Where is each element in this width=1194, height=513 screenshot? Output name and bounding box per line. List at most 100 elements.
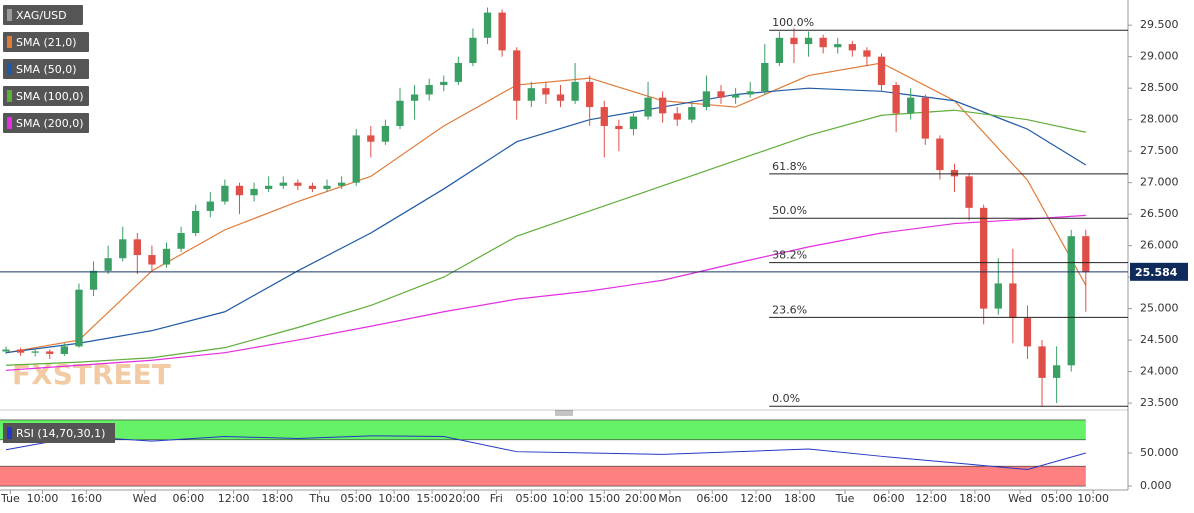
candle-body: [425, 85, 433, 95]
candle-body: [235, 185, 244, 196]
candle-body: [586, 81, 594, 108]
sma-line: [5, 87, 1087, 354]
candle-body: [75, 289, 83, 347]
candle-body: [1052, 365, 1061, 378]
x-tick-label: 15:00: [588, 492, 620, 505]
candle-body: [527, 88, 535, 101]
candle-body: [980, 207, 988, 309]
candle-body: [440, 81, 448, 86]
candle-body: [804, 37, 813, 45]
legend-box: [3, 32, 89, 52]
candle-body: [921, 97, 929, 139]
x-tick-label: 10:00: [552, 492, 584, 505]
candle-body: [892, 85, 900, 114]
candle-body: [250, 188, 258, 196]
rsi-band: [0, 466, 1086, 487]
candle-body: [746, 91, 754, 95]
x-tick-label: 10:00: [1077, 492, 1109, 505]
legend-swatch: [7, 90, 12, 102]
x-tick-label: 06:00: [696, 492, 728, 505]
candle-body: [688, 107, 696, 120]
legend-swatch: [7, 63, 12, 75]
candle-body: [104, 258, 112, 271]
candle-body: [483, 12, 492, 38]
legend-label: XAG/USD: [16, 9, 67, 22]
legend-item[interactable]: SMA (200,0): [3, 113, 89, 133]
candle-body: [615, 125, 623, 130]
last-price-box: [1130, 262, 1188, 281]
candle-body: [133, 239, 141, 256]
candle-body: [46, 351, 54, 354]
candle-body: [513, 50, 521, 101]
candle-body: [337, 182, 346, 186]
x-tick-label: 12:00: [218, 492, 250, 505]
x-tick-label: 18:00: [959, 492, 991, 505]
candle-body: [775, 37, 784, 63]
fib-label: 50.0%: [772, 204, 807, 217]
candle-body: [600, 107, 608, 126]
candle-body: [629, 116, 638, 130]
y-tick-label: 27.000: [1140, 176, 1179, 189]
candle-body: [469, 37, 477, 63]
fib-label: 0.0%: [772, 392, 800, 405]
candle-body: [279, 182, 287, 186]
candle-body: [673, 113, 681, 120]
resize-handle[interactable]: [555, 410, 573, 416]
candle-body: [1067, 236, 1075, 366]
sma-line: [5, 62, 1087, 354]
x-tick-label: 15:00: [416, 492, 448, 505]
candle-body: [658, 97, 667, 114]
legend-label: SMA (200,0): [16, 117, 84, 130]
x-tick-label: 05:00: [1041, 492, 1073, 505]
candle-body: [1038, 346, 1046, 378]
candle-body: [2, 349, 10, 352]
x-tick-label: Tue: [0, 492, 20, 505]
sma-line: [5, 109, 1086, 366]
candle-body: [16, 349, 25, 353]
candle-body: [396, 100, 404, 126]
legend-item[interactable]: SMA (100,0): [3, 86, 89, 106]
candle-body: [950, 170, 959, 177]
candle-body: [848, 44, 856, 51]
candle-body: [702, 91, 711, 108]
candle-body: [265, 185, 273, 189]
fib-label: 61.8%: [772, 160, 807, 173]
candle-body: [221, 185, 229, 202]
candle-body: [877, 56, 886, 86]
fib-label: 23.6%: [772, 303, 807, 316]
candle-body: [1023, 318, 1032, 347]
candle-body: [1082, 236, 1090, 272]
x-tick-label: 20:00: [625, 492, 657, 505]
candle-body: [192, 210, 200, 234]
candle-body: [352, 135, 360, 183]
legend-item[interactable]: RSI (14,70,30,1): [3, 423, 115, 443]
candle-body: [1009, 283, 1017, 319]
candle-body: [119, 239, 127, 259]
candle-body: [761, 62, 769, 92]
candle-body: [308, 185, 317, 189]
x-tick-label: 06:00: [173, 492, 205, 505]
legend-label: SMA (50,0): [16, 63, 77, 76]
legend-item[interactable]: SMA (50,0): [3, 59, 89, 79]
candle-body: [177, 233, 185, 249]
y-tick-label: 28.000: [1140, 113, 1179, 126]
x-tick-label: 10:00: [27, 492, 59, 505]
candle-body: [294, 182, 302, 186]
x-tick-label: 18:00: [784, 492, 816, 505]
candle-body: [731, 94, 740, 98]
x-tick-label: 12:00: [740, 492, 772, 505]
y-tick-label: 29.000: [1140, 50, 1179, 63]
y-tick-label: 24.500: [1140, 333, 1179, 346]
candle-body: [410, 94, 419, 101]
y-tick-label: 25.000: [1140, 302, 1179, 315]
x-tick-label: 16:00: [70, 492, 102, 505]
legend-item[interactable]: XAG/USD: [3, 5, 83, 25]
y-tick-label: 24.000: [1140, 365, 1179, 378]
legend-item[interactable]: SMA (21,0): [3, 32, 89, 52]
legend-box: [3, 423, 115, 443]
candle-body: [936, 138, 944, 171]
x-tick-label: Wed: [133, 492, 157, 505]
x-tick-label: 20:00: [448, 492, 480, 505]
legend-box: [3, 59, 89, 79]
